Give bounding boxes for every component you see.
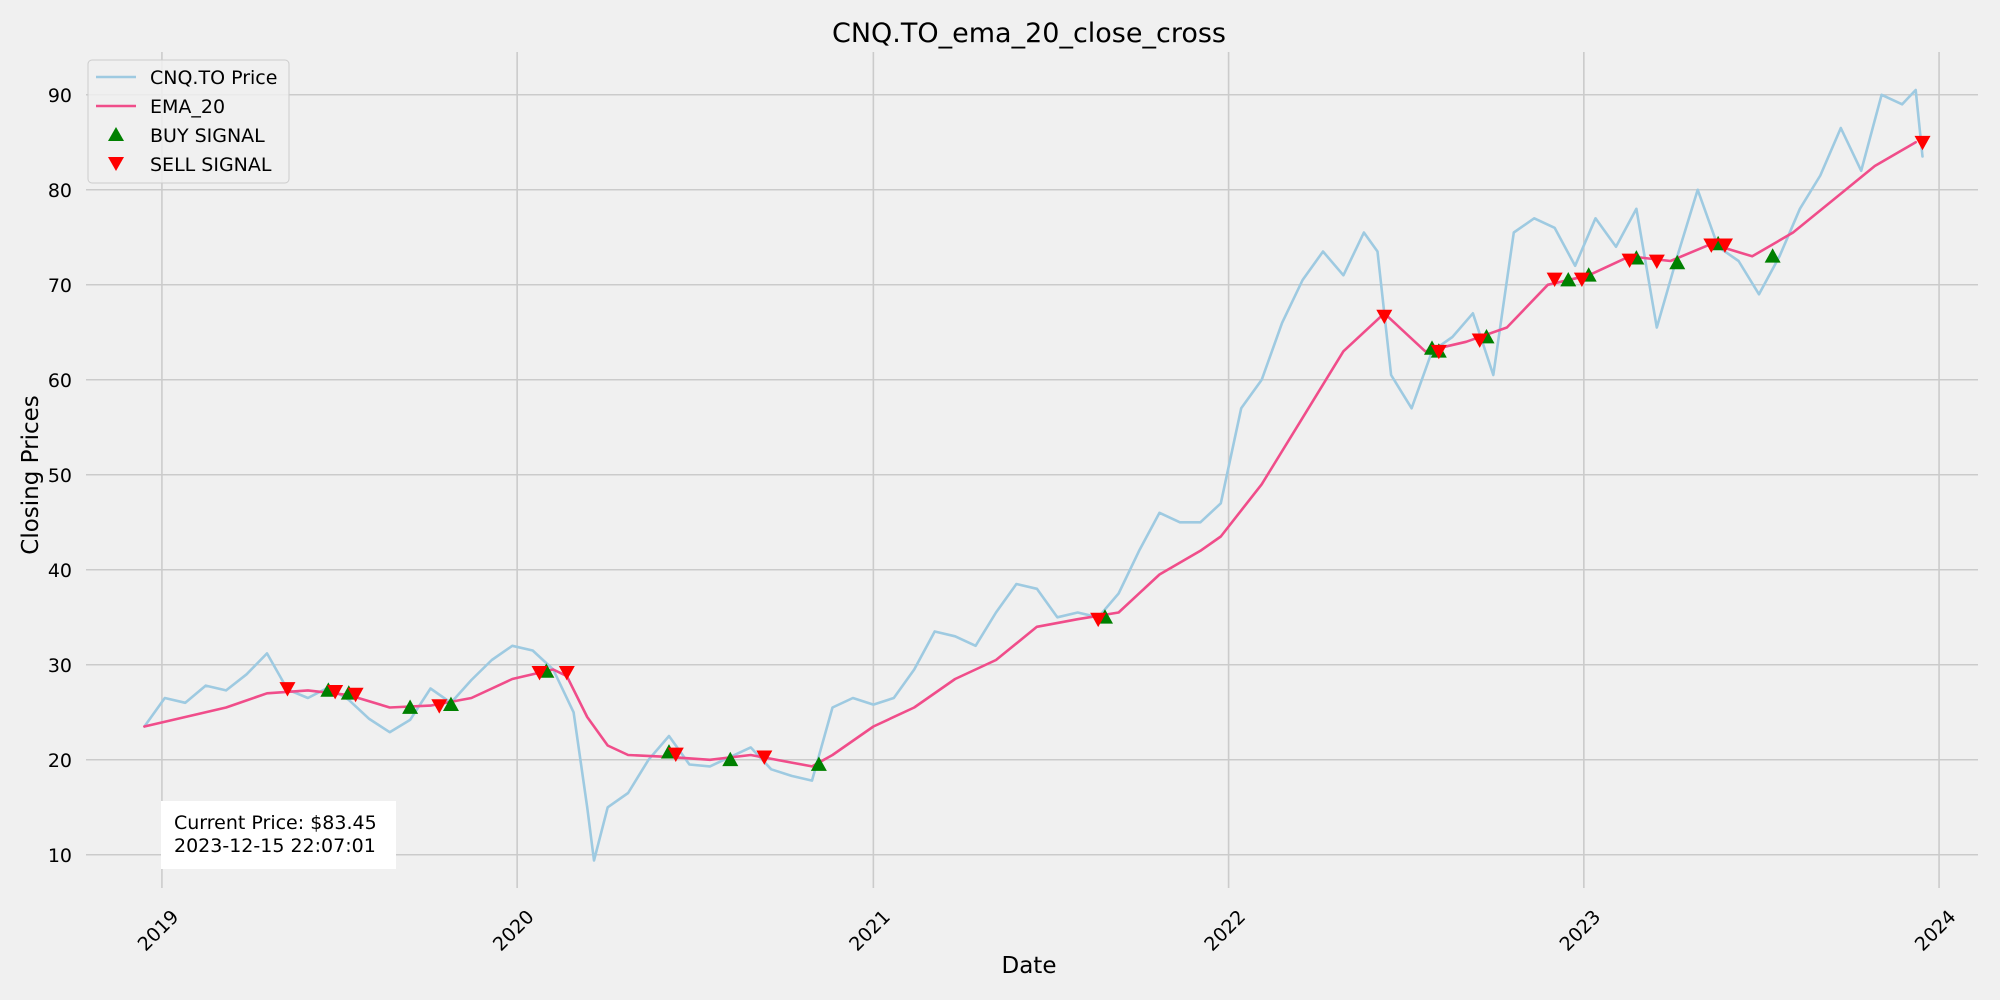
legend-box bbox=[87, 59, 290, 184]
sell-signal-marker bbox=[327, 684, 344, 700]
sell-signal-marker bbox=[1430, 344, 1447, 360]
buy-signal-marker bbox=[810, 756, 827, 771]
chart-title: CNQ.TO_ema_20_close_cross bbox=[832, 18, 1226, 49]
buy-signal-marker bbox=[442, 696, 459, 712]
buy-signal-marker bbox=[402, 699, 419, 714]
legend-buy-icon bbox=[108, 127, 124, 141]
y-tick-label: 80 bbox=[48, 180, 72, 202]
current-price-timestamp: 2023-12-15 22:07:01 bbox=[174, 835, 376, 857]
sell-signal-marker bbox=[279, 682, 296, 697]
y-tick-label: 10 bbox=[48, 845, 72, 867]
sell-signal-marker bbox=[667, 747, 684, 763]
y-tick-label: 90 bbox=[48, 85, 72, 107]
legend-ema-label: EMA_20 bbox=[150, 96, 225, 118]
sell-signal-marker bbox=[1573, 272, 1590, 288]
sell-signal-marker bbox=[1376, 309, 1393, 325]
legend-sell-label: SELL SIGNAL bbox=[150, 154, 272, 176]
sell-signal-marker bbox=[431, 699, 448, 714]
legend: CNQ.TO Price EMA_20 BUY SIGNAL SELL SIGN… bbox=[87, 59, 290, 184]
current-price-text: Current Price: $83.45 bbox=[174, 812, 377, 834]
buy-signal-marker bbox=[1669, 254, 1686, 270]
legend-sell-icon bbox=[108, 157, 124, 171]
sell-signal-marker bbox=[1546, 272, 1563, 288]
sell-signal-marker bbox=[1716, 238, 1733, 253]
y-tick-label: 70 bbox=[48, 275, 72, 297]
y-tick-label: 60 bbox=[48, 370, 72, 392]
x-axis-label: Date bbox=[1002, 953, 1057, 979]
y-tick-label: 20 bbox=[48, 750, 72, 772]
legend-price-label: CNQ.TO Price bbox=[150, 67, 277, 89]
current-price-box: Current Price: $83.45 2023-12-15 22:07:0… bbox=[161, 801, 396, 869]
sell-signal-marker bbox=[1621, 253, 1638, 269]
buy-signal-marker bbox=[1560, 272, 1577, 287]
sell-signal-marker bbox=[1090, 612, 1107, 628]
sell-signal-marker bbox=[531, 665, 548, 681]
sell-signal-marker bbox=[1471, 333, 1488, 348]
y-tick-label: 40 bbox=[48, 560, 72, 582]
grid-layer bbox=[86, 52, 1978, 888]
y-axis-label: Closing Prices bbox=[18, 395, 44, 554]
sell-signal-marker bbox=[1914, 135, 1931, 151]
current-price-box-bg bbox=[161, 801, 396, 869]
y-tick-label: 50 bbox=[48, 465, 72, 487]
y-tick-label: 30 bbox=[48, 655, 72, 677]
buy-signal-marker bbox=[722, 751, 739, 767]
buy-signal-marker bbox=[1764, 248, 1781, 263]
sell-signal-marker bbox=[347, 687, 364, 703]
sell-signal-marker bbox=[558, 665, 575, 681]
sell-signal-marker bbox=[756, 750, 773, 765]
sell-signal-marker bbox=[1648, 254, 1665, 269]
legend-buy-label: BUY SIGNAL bbox=[150, 125, 265, 147]
sell-signal-marker bbox=[1703, 238, 1720, 253]
marker-layer bbox=[279, 135, 1931, 771]
ema-series-line bbox=[143, 141, 1917, 768]
